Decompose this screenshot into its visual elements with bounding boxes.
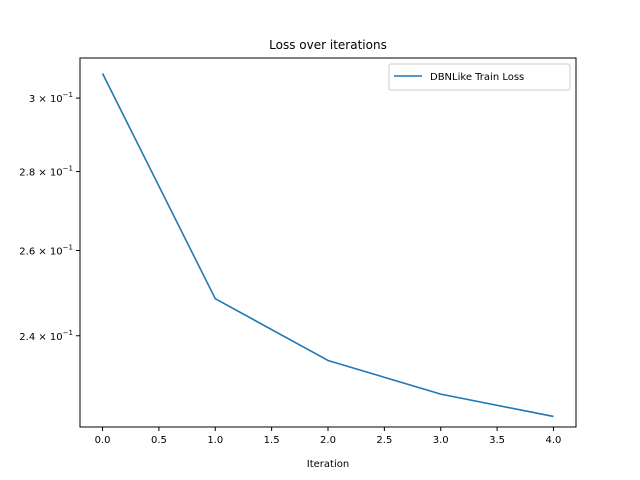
x-axis-label: Iteration xyxy=(307,459,349,470)
x-tick-label: 3.5 xyxy=(489,435,505,446)
x-tick-label: 2.0 xyxy=(320,435,336,446)
x-axis: 0.0 0.5 1.0 1.5 2.0 2.5 3.0 3.5 4.0 xyxy=(95,427,562,446)
x-tick-label: 4.0 xyxy=(546,435,562,446)
y-tick-label: 2.6 × 10−1 xyxy=(19,244,73,258)
chart-title: Loss over iterations xyxy=(269,38,387,52)
x-tick-label: 1.5 xyxy=(264,435,280,446)
x-tick-label: 3.0 xyxy=(433,435,449,446)
y-tick-label: 3 × 10−1 xyxy=(29,91,73,105)
plot-area xyxy=(101,73,554,418)
x-tick-label: 0.0 xyxy=(95,435,111,446)
y-tick-label: 2.8 × 10−1 xyxy=(19,165,73,179)
x-tick-label: 0.5 xyxy=(151,435,167,446)
x-tick-label: 2.5 xyxy=(376,435,392,446)
y-axis: 3 × 10−1 2.8 × 10−1 2.6 × 10−1 2.4 × 10−1 xyxy=(19,91,80,343)
legend: DBNLike Train Loss xyxy=(388,63,571,91)
legend-box xyxy=(388,63,571,91)
legend-label: DBNLike Train Loss xyxy=(430,72,524,83)
y-tick-label: 2.4 × 10−1 xyxy=(19,329,73,343)
x-tick-label: 1.0 xyxy=(207,435,223,446)
